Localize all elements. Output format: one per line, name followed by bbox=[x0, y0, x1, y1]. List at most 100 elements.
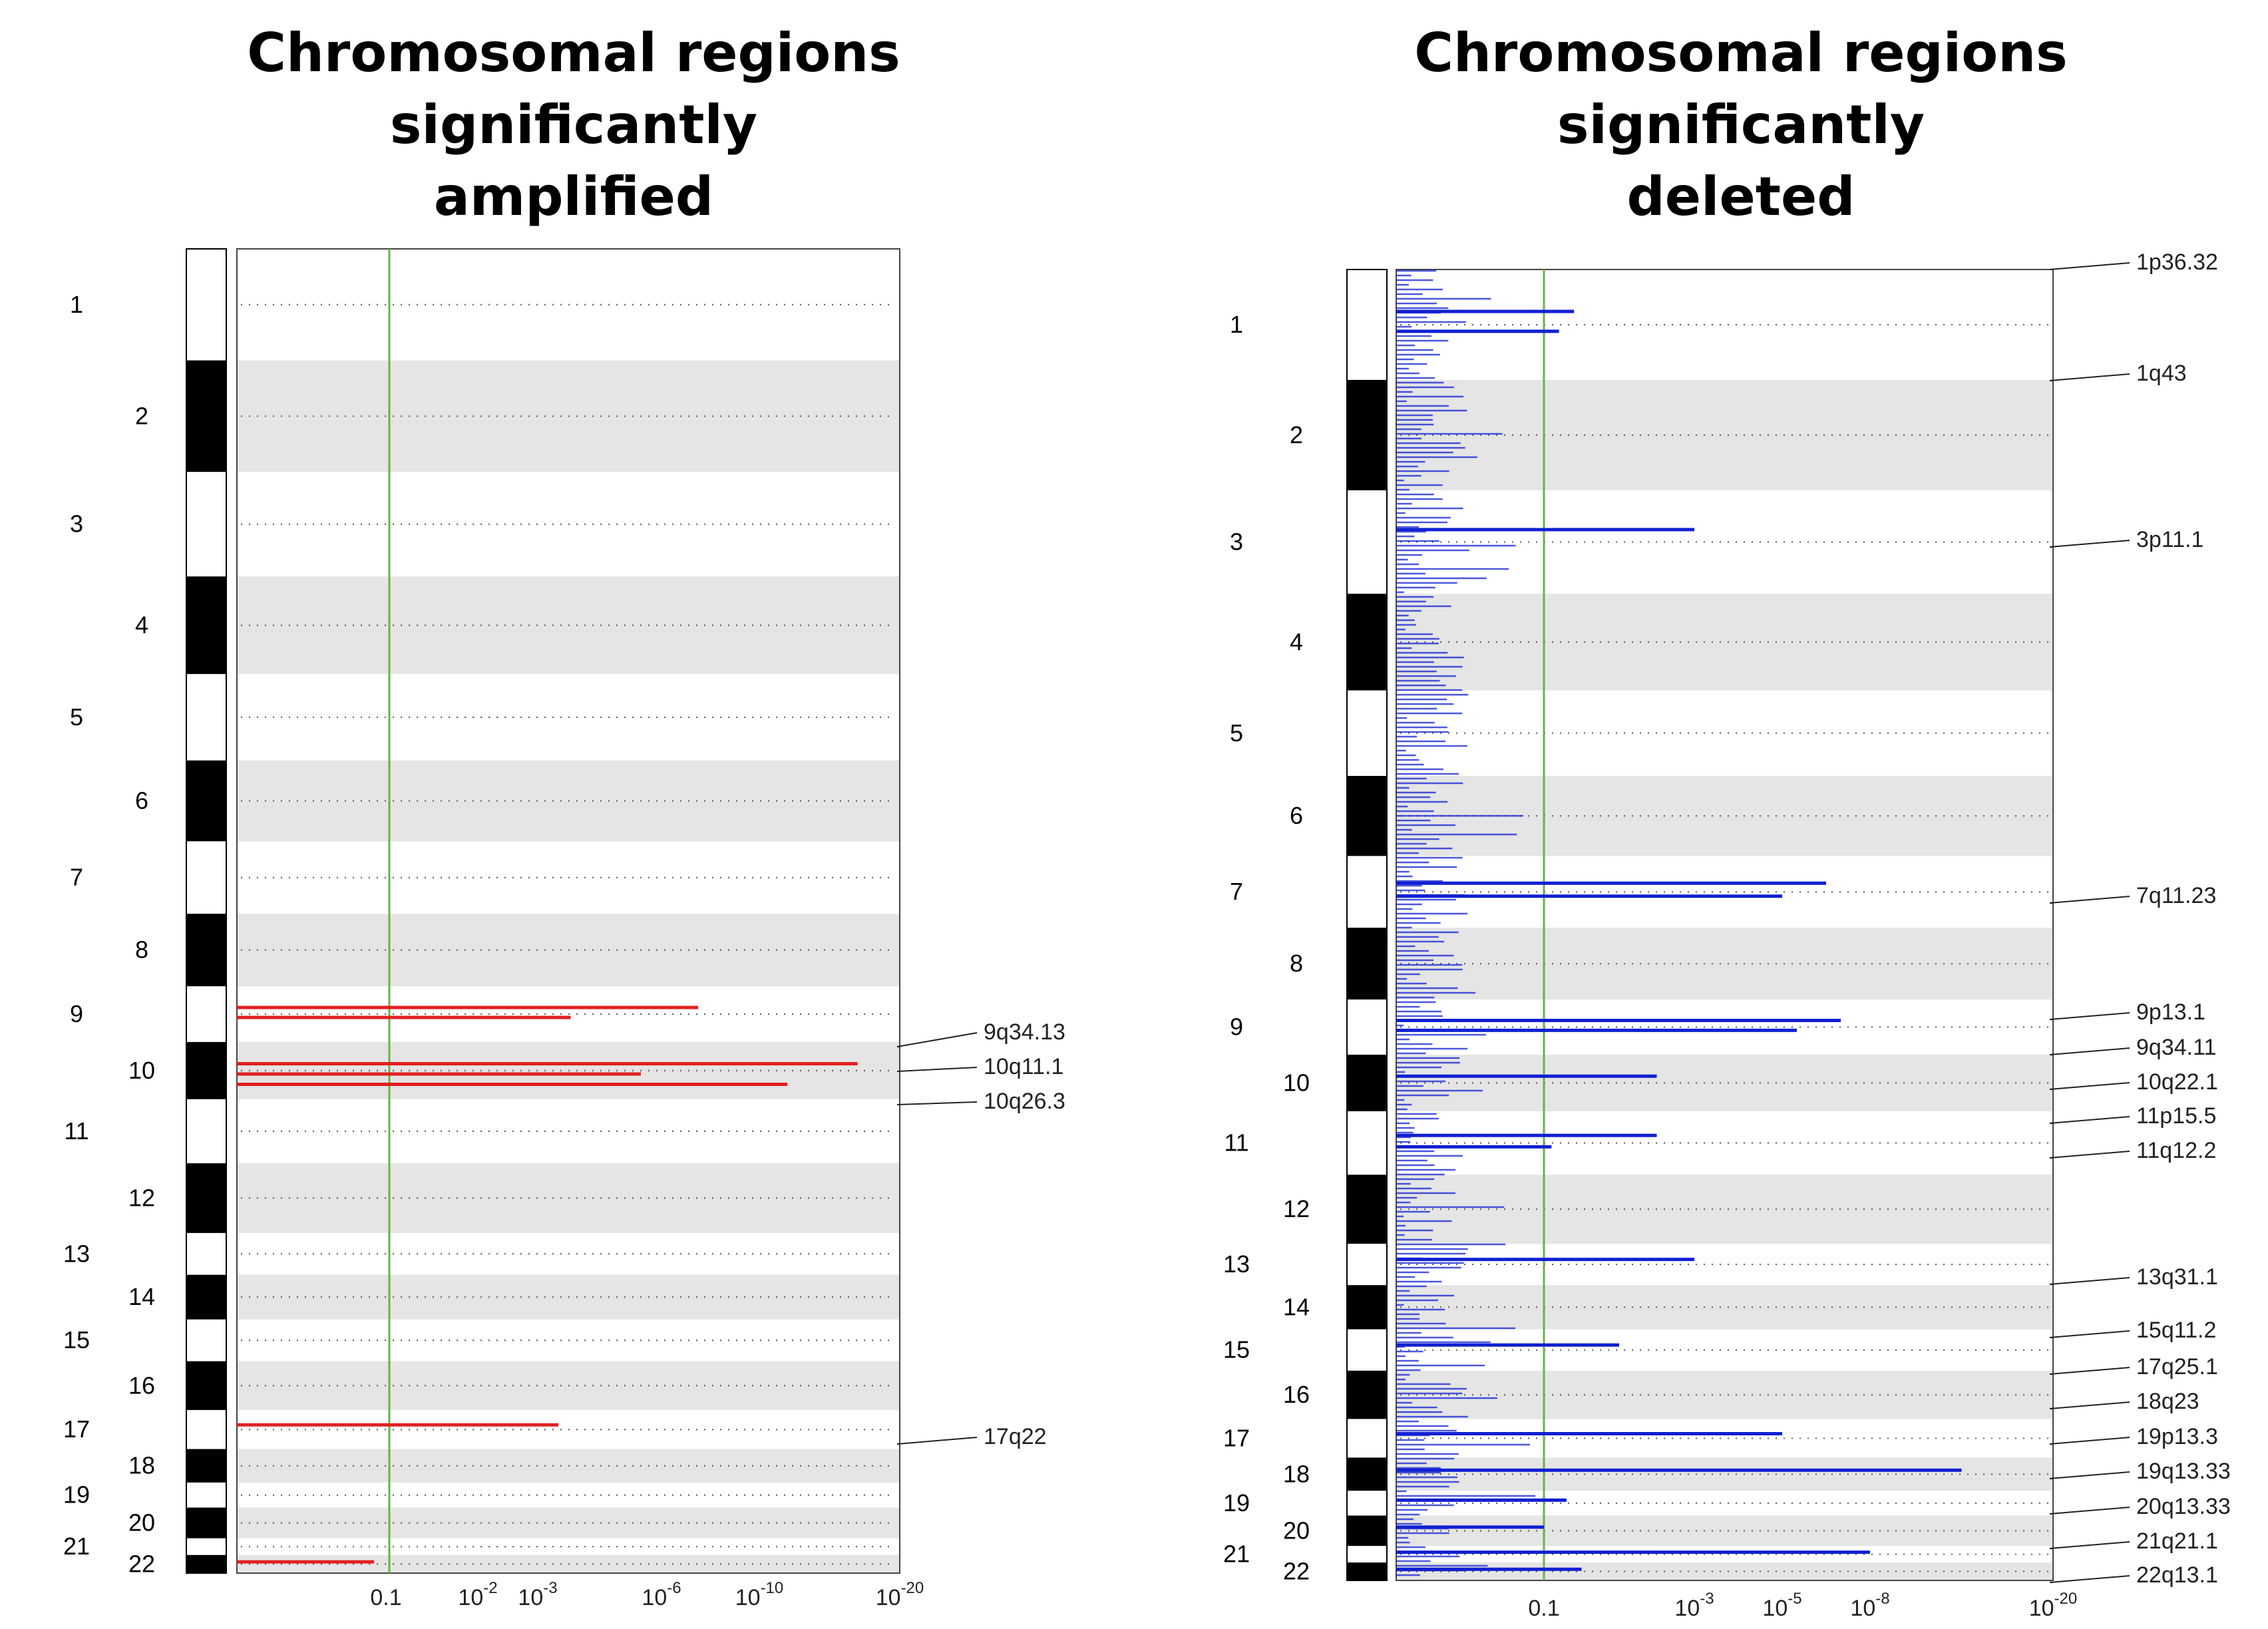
peak-leader-line bbox=[2049, 1575, 2130, 1583]
chromosome-label: 8 bbox=[135, 936, 148, 964]
chromosome-label: 13 bbox=[1223, 1250, 1250, 1278]
peak-leader-line bbox=[2049, 373, 2130, 381]
x-tick-label: 10-3 bbox=[518, 1579, 557, 1610]
chromosome-band bbox=[1396, 1285, 2053, 1330]
chromosome-label: 20 bbox=[1283, 1517, 1310, 1544]
peak-leader-line bbox=[896, 1032, 978, 1047]
chromosome-label: 12 bbox=[1283, 1195, 1310, 1222]
amplified-title: Chromosomal regions significantly amplif… bbox=[75, 17, 1073, 233]
peak-label: 11q12.2 bbox=[2136, 1138, 2216, 1163]
x-tick-exponent: -3 bbox=[1700, 1590, 1714, 1608]
peak-leader-line bbox=[2049, 1277, 2130, 1285]
chromosome-label: 11 bbox=[64, 1117, 89, 1145]
chromosome-label: 16 bbox=[1283, 1381, 1310, 1408]
chromosome-block bbox=[186, 1163, 226, 1233]
x-tick-label: 10-3 bbox=[1674, 1590, 1714, 1621]
chromosome-block bbox=[186, 760, 226, 842]
chromosome-label: 15 bbox=[1223, 1336, 1250, 1363]
chromosome-label: 16 bbox=[128, 1371, 155, 1399]
peak-label: 17q25.1 bbox=[2136, 1354, 2218, 1379]
chromosome-block bbox=[186, 360, 226, 472]
peak-leader-line bbox=[2049, 1401, 2130, 1409]
x-tick-exponent: -20 bbox=[901, 1579, 924, 1597]
plot-frame bbox=[1396, 269, 2054, 1581]
peak-leader-line bbox=[2049, 1367, 2130, 1375]
deleted-title-line1: Chromosomal regions significantly bbox=[1414, 22, 2068, 156]
peak-leader-line bbox=[896, 1067, 978, 1072]
peak-leader-line bbox=[2049, 1116, 2130, 1124]
chromosome-label: 21 bbox=[1223, 1540, 1250, 1568]
peak-label: 1q43 bbox=[2136, 361, 2187, 386]
x-tick-label: 0.1 bbox=[1528, 1596, 1559, 1621]
chromosome-block bbox=[1347, 1175, 1387, 1244]
peak-label: 19q13.33 bbox=[2136, 1459, 2231, 1484]
chromosome-label: 6 bbox=[1290, 802, 1303, 829]
peak-label: 9q34.13 bbox=[984, 1019, 1065, 1045]
peak-label: 15q11.2 bbox=[2136, 1318, 2216, 1343]
chromosome-block bbox=[1347, 1457, 1387, 1491]
peak-leader-line bbox=[2049, 262, 2130, 270]
peak-label: 22q13.1 bbox=[2136, 1562, 2218, 1588]
chromosome-band bbox=[1396, 1370, 2053, 1419]
chromosome-label: 2 bbox=[135, 402, 148, 429]
chromosome-band bbox=[1396, 1515, 2053, 1546]
chromosome-band bbox=[1396, 594, 2053, 691]
peak-leader-line bbox=[2049, 1012, 2130, 1020]
x-tick-label: 10-5 bbox=[1762, 1590, 1801, 1621]
amplified-title-line1: Chromosomal regions significantly bbox=[247, 22, 900, 156]
peak-leader-line bbox=[2049, 1082, 2130, 1090]
chromosome-block bbox=[186, 1554, 226, 1573]
x-tick-label: 10-2 bbox=[458, 1579, 497, 1610]
chromosome-band bbox=[1396, 928, 2053, 999]
chromosome-block bbox=[1347, 1562, 1387, 1580]
deleted-title-line2: deleted bbox=[1626, 166, 1855, 228]
peak-label: 17q22 bbox=[984, 1424, 1047, 1449]
chromosome-band bbox=[1396, 1562, 2053, 1580]
chromosome-block bbox=[186, 1507, 226, 1538]
peak-leader-line bbox=[2049, 1151, 2130, 1159]
chromosome-block bbox=[1347, 379, 1387, 490]
peak-label: 18q23 bbox=[2136, 1389, 2199, 1414]
x-tick-exponent: -10 bbox=[761, 1579, 784, 1597]
peak-label: 7q11.23 bbox=[2136, 883, 2216, 908]
chromosome-label: 10 bbox=[1283, 1069, 1310, 1096]
peak-label: 13q31.1 bbox=[2136, 1264, 2218, 1290]
chromosome-label: 22 bbox=[128, 1550, 155, 1577]
chromosome-label: 3 bbox=[1230, 528, 1243, 556]
chromosome-band bbox=[1396, 379, 2053, 490]
chromosome-label: 15 bbox=[63, 1326, 90, 1354]
chromosome-band bbox=[1396, 1054, 2053, 1111]
peak-leader-line bbox=[2049, 1330, 2130, 1338]
chromosome-block bbox=[186, 914, 226, 987]
peak-label: 21q21.1 bbox=[2136, 1529, 2218, 1554]
chromosome-block bbox=[186, 1041, 226, 1099]
chromosome-label: 19 bbox=[1223, 1489, 1250, 1517]
x-tick-label: 0.1 bbox=[370, 1585, 401, 1610]
peak-leader-line bbox=[2049, 896, 2130, 904]
chromosome-label: 11 bbox=[1224, 1129, 1248, 1157]
peak-label: 11p15.5 bbox=[2136, 1103, 2216, 1129]
chromosome-label: 6 bbox=[135, 787, 148, 814]
peak-leader-line bbox=[2049, 1507, 2130, 1515]
peak-label: 1p36.32 bbox=[2136, 250, 2218, 275]
peak-label: 19p13.3 bbox=[2136, 1424, 2218, 1449]
peak-leader-line bbox=[2049, 540, 2130, 548]
peak-leader-line bbox=[896, 1437, 978, 1445]
peak-label: 20q13.33 bbox=[2136, 1494, 2231, 1519]
chromosome-band bbox=[1396, 1457, 2053, 1491]
chromosome-label: 4 bbox=[1290, 628, 1303, 655]
chromosome-label: 10 bbox=[128, 1057, 155, 1084]
chromosome-block bbox=[1347, 928, 1387, 999]
chromosome-label: 5 bbox=[70, 703, 83, 731]
chromosome-label: 2 bbox=[1290, 421, 1303, 449]
chromosome-label: 17 bbox=[63, 1415, 90, 1443]
chromosome-label: 8 bbox=[1290, 950, 1303, 977]
chromosome-block bbox=[186, 576, 226, 674]
x-tick-exponent: -6 bbox=[667, 1579, 681, 1597]
chromosome-label: 13 bbox=[63, 1240, 90, 1267]
chromosome-block bbox=[1347, 1285, 1387, 1330]
chromosome-label: 17 bbox=[1223, 1424, 1250, 1451]
x-tick-label: 10-6 bbox=[642, 1579, 681, 1610]
peak-leader-line bbox=[896, 1101, 978, 1105]
